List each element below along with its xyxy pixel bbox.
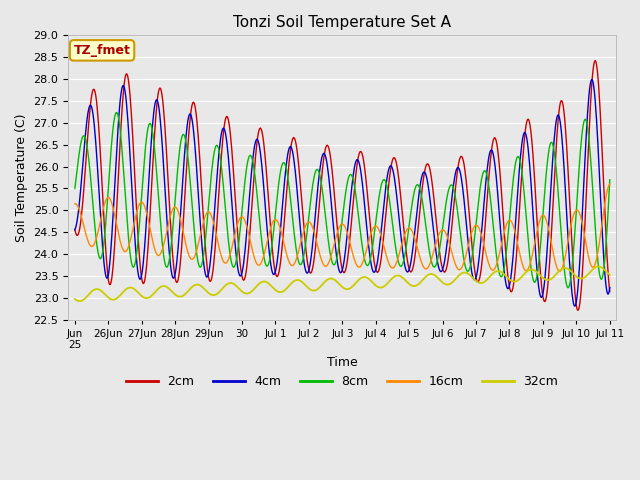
32cm [259, 279, 267, 285]
2cm [428, 174, 435, 180]
8cm [606, 177, 614, 182]
Title: Tonzi Soil Temperature Set A: Tonzi Soil Temperature Set A [234, 15, 451, 30]
32cm [606, 272, 614, 278]
16cm [606, 181, 614, 187]
4cm [571, 303, 579, 309]
16cm [397, 243, 405, 249]
8cm [134, 235, 142, 240]
X-axis label: Time: Time [327, 356, 358, 369]
Line: 16cm: 16cm [75, 184, 610, 271]
4cm [71, 227, 79, 232]
32cm [233, 283, 241, 289]
8cm [233, 255, 241, 261]
2cm [397, 200, 405, 205]
8cm [398, 263, 406, 268]
2cm [232, 207, 240, 213]
8cm [280, 160, 287, 166]
2cm [71, 227, 79, 232]
16cm [428, 257, 435, 263]
Legend: 2cm, 4cm, 8cm, 16cm, 32cm: 2cm, 4cm, 8cm, 16cm, 32cm [121, 370, 563, 393]
32cm [71, 296, 79, 302]
2cm [134, 226, 141, 232]
32cm [398, 274, 406, 280]
8cm [71, 186, 79, 192]
8cm [564, 285, 572, 290]
2cm [606, 288, 614, 294]
16cm [279, 235, 287, 241]
4cm [279, 200, 287, 206]
16cm [556, 268, 563, 274]
Line: 2cm: 2cm [75, 60, 610, 310]
2cm [574, 307, 582, 313]
8cm [113, 109, 120, 115]
32cm [595, 264, 602, 269]
4cm [259, 169, 266, 175]
2cm [259, 131, 266, 137]
32cm [428, 271, 436, 277]
4cm [588, 77, 595, 83]
4cm [397, 237, 405, 243]
32cm [76, 298, 84, 304]
Text: TZ_fmet: TZ_fmet [74, 44, 131, 57]
4cm [606, 285, 614, 290]
16cm [259, 257, 266, 263]
Line: 32cm: 32cm [75, 266, 610, 301]
32cm [280, 288, 287, 294]
2cm [591, 58, 599, 63]
8cm [259, 249, 267, 255]
32cm [134, 290, 142, 296]
8cm [428, 260, 436, 266]
4cm [232, 251, 240, 256]
Line: 4cm: 4cm [75, 80, 610, 306]
4cm [134, 267, 141, 273]
16cm [134, 206, 141, 212]
Line: 8cm: 8cm [75, 112, 610, 288]
16cm [71, 201, 79, 207]
Y-axis label: Soil Temperature (C): Soil Temperature (C) [15, 113, 28, 242]
2cm [279, 238, 287, 243]
4cm [428, 207, 435, 213]
16cm [232, 227, 240, 233]
